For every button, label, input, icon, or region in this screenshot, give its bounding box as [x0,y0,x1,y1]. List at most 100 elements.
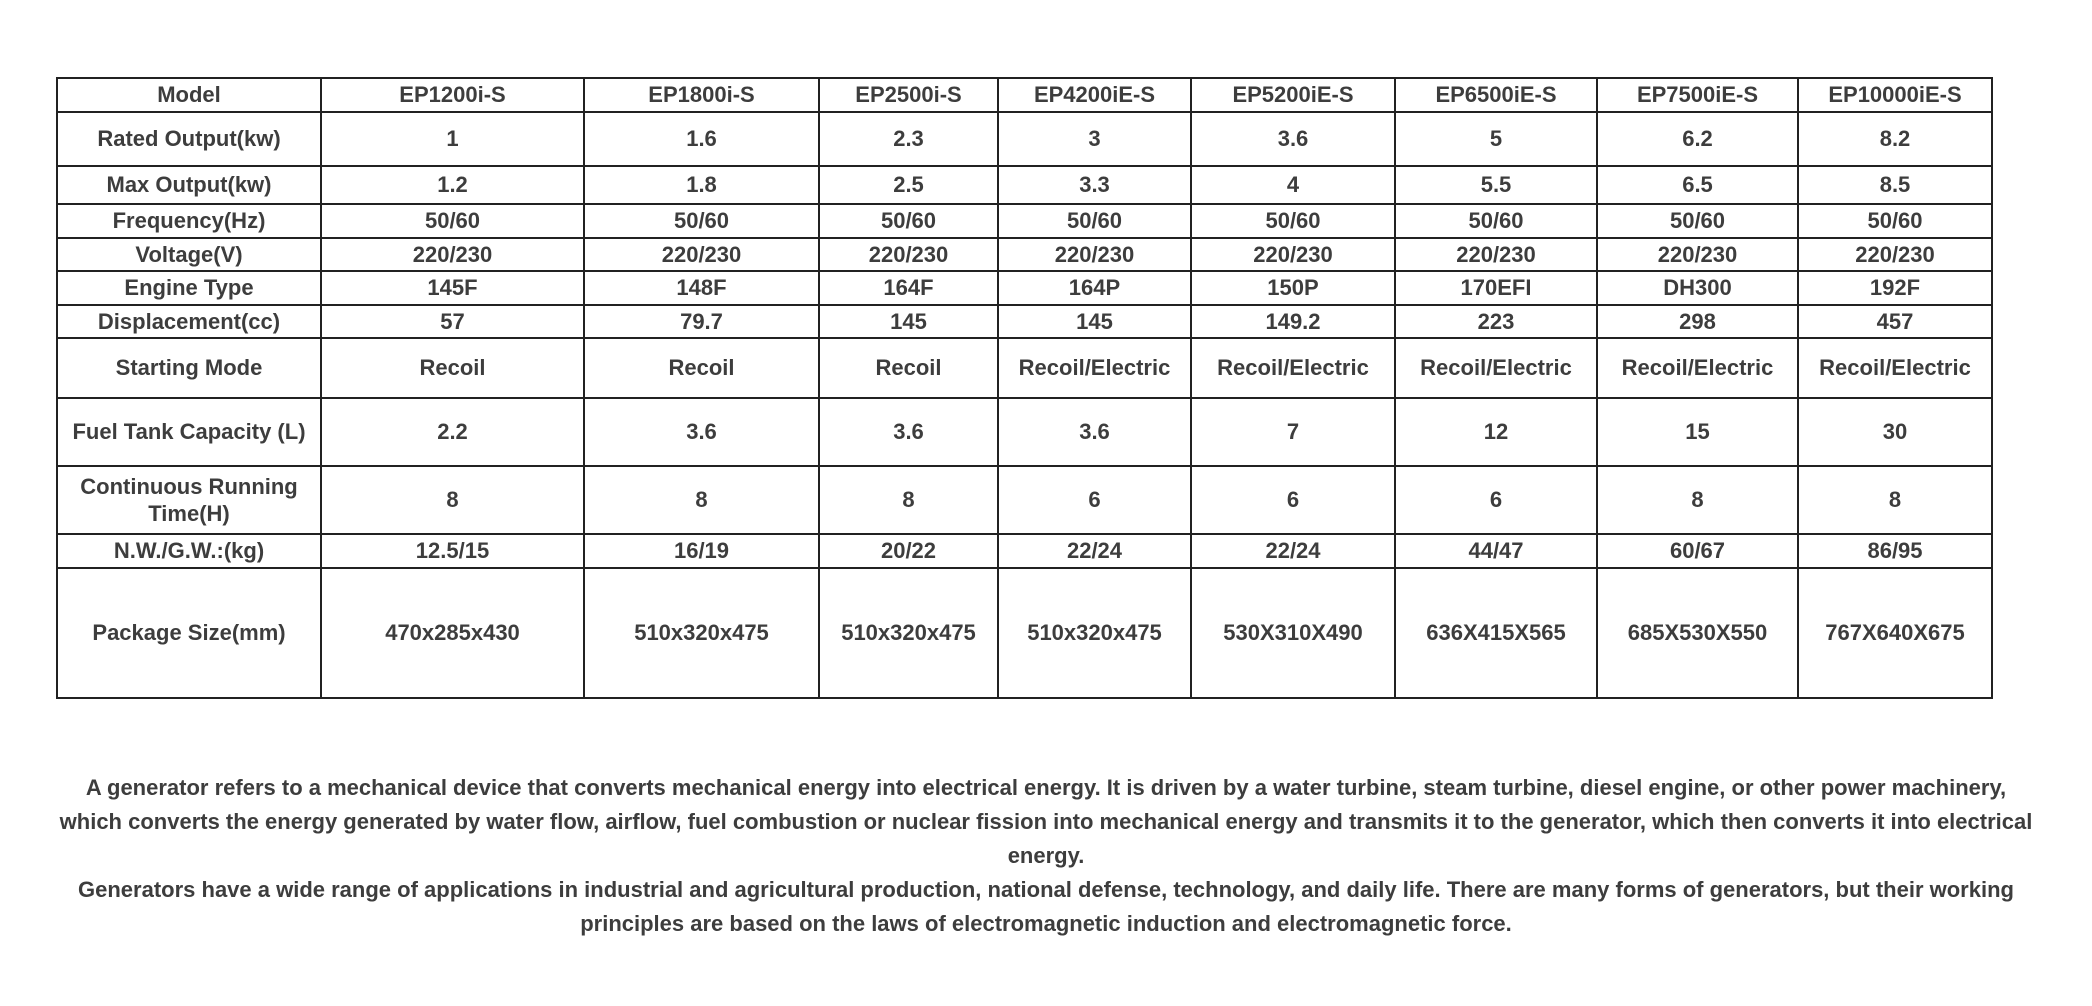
spec-cell-n-w-g-w-kg-ep1200i-s: 12.5/15 [320,533,585,569]
spec-row-package-size-mm: Package Size(mm) 470x285x430 510x320x475 51… [56,566,1993,699]
spec-cell-displacement-cc-ep10000ie-s: 457 [1797,303,1993,339]
spec-cell-rated-output-kw-ep7500ie-s: 6.2 [1596,111,1799,167]
header-row: Model EP1200i-S EP1800i-S EP2500i-S EP4200iE… [56,77,1993,113]
spec-cell-voltage-v-ep4200ie-s: 220/230 [997,236,1192,272]
spec-row-max-output-kw: Max Output(kw) 1.2 1.8 2.5 3.3 4 5.5 6.5 8.5 [56,165,1993,205]
spec-cell-voltage-v-ep5200ie-s: 220/230 [1190,236,1396,272]
spec-cell-fuel-tank-capacity-l-ep1200i-s: 2.2 [320,397,585,467]
spec-cell-engine-type-ep4200ie-s: 164P [997,270,1192,306]
spec-cell-n-w-g-w-kg-ep1800i-s: 16/19 [583,533,820,569]
spec-cell-package-size-mm-ep2500i-s: 510x320x475 [818,566,999,699]
spec-cell-frequency-hz-ep1200i-s: 50/60 [320,203,585,239]
spec-cell-starting-mode-ep2500i-s: Recoil [818,337,999,399]
spec-cell-n-w-g-w-kg-ep10000ie-s: 86/95 [1797,533,1993,569]
column-header-ep1800i-s: EP1800i-S [583,77,820,113]
spec-cell-max-output-kw-ep1800i-s: 1.8 [583,165,820,205]
spec-cell-displacement-cc-ep2500i-s: 145 [818,303,999,339]
column-header-ep1200i-s: EP1200i-S [320,77,585,113]
spec-cell-n-w-g-w-kg-ep4200ie-s: 22/24 [997,533,1192,569]
spec-cell-voltage-v-ep1800i-s: 220/230 [583,236,820,272]
spec-cell-voltage-v-ep2500i-s: 220/230 [818,236,999,272]
spec-row-continuous-running-time-h: Continuous Running Time(H) 8 8 8 6 6 6 8 8 [56,465,1993,535]
spec-cell-frequency-hz-ep1800i-s: 50/60 [583,203,820,239]
spec-cell-rated-output-kw-ep4200ie-s: 3 [997,111,1192,167]
spec-cell-continuous-running-time-h-ep2500i-s: 8 [818,465,999,535]
spec-cell-rated-output-kw-ep1200i-s: 1 [320,111,585,167]
spec-cell-continuous-running-time-h-ep5200ie-s: 6 [1190,465,1396,535]
spec-cell-frequency-hz-ep6500ie-s: 50/60 [1394,203,1598,239]
row-label-rated-output-kw: Rated Output(kw) [56,111,322,167]
spec-cell-voltage-v-ep6500ie-s: 220/230 [1394,236,1598,272]
product-description: A generator refers to a mechanical devic… [54,771,2039,941]
spec-cell-continuous-running-time-h-ep6500ie-s: 6 [1394,465,1598,535]
spec-cell-engine-type-ep6500ie-s: 170EFI [1394,270,1598,306]
row-label-max-output-kw: Max Output(kw) [56,165,322,205]
spec-row-n-w-g-w-kg: N.W./G.W.:(kg) 12.5/15 16/19 20/22 22/24 22/2… [56,533,1993,569]
row-label-starting-mode: Starting Mode [56,337,322,399]
spec-cell-displacement-cc-ep6500ie-s: 223 [1394,303,1598,339]
spec-cell-rated-output-kw-ep2500i-s: 2.3 [818,111,999,167]
column-header-ep2500i-s: EP2500i-S [818,77,999,113]
spec-cell-engine-type-ep7500ie-s: DH300 [1596,270,1799,306]
spec-cell-continuous-running-time-h-ep10000ie-s: 8 [1797,465,1993,535]
spec-cell-displacement-cc-ep1800i-s: 79.7 [583,303,820,339]
spec-cell-max-output-kw-ep10000ie-s: 8.5 [1797,165,1993,205]
spec-cell-frequency-hz-ep5200ie-s: 50/60 [1190,203,1396,239]
spec-cell-starting-mode-ep1800i-s: Recoil [583,337,820,399]
spec-cell-rated-output-kw-ep1800i-s: 1.6 [583,111,820,167]
spec-cell-frequency-hz-ep2500i-s: 50/60 [818,203,999,239]
spec-cell-fuel-tank-capacity-l-ep7500ie-s: 15 [1596,397,1799,467]
spec-cell-package-size-mm-ep1800i-s: 510x320x475 [583,566,820,699]
spec-cell-engine-type-ep5200ie-s: 150P [1190,270,1396,306]
spec-cell-fuel-tank-capacity-l-ep1800i-s: 3.6 [583,397,820,467]
spec-cell-max-output-kw-ep4200ie-s: 3.3 [997,165,1192,205]
row-label-fuel-tank-capacity-l: Fuel Tank Capacity (L) [56,397,322,467]
spec-cell-max-output-kw-ep1200i-s: 1.2 [320,165,585,205]
spec-cell-starting-mode-ep6500ie-s: Recoil/Electric [1394,337,1598,399]
row-label-frequency-hz: Frequency(Hz) [56,203,322,239]
row-label-package-size-mm: Package Size(mm) [56,566,322,699]
column-header-ep10000ie-s: EP10000iE-S [1797,77,1993,113]
spec-cell-fuel-tank-capacity-l-ep10000ie-s: 30 [1797,397,1993,467]
spec-cell-starting-mode-ep7500ie-s: Recoil/Electric [1596,337,1799,399]
spec-cell-max-output-kw-ep2500i-s: 2.5 [818,165,999,205]
spec-row-fuel-tank-capacity-l: Fuel Tank Capacity (L) 2.2 3.6 3.6 3.6 7 12 15 3… [56,397,1993,467]
spec-cell-starting-mode-ep1200i-s: Recoil [320,337,585,399]
spec-cell-package-size-mm-ep6500ie-s: 636X415X565 [1394,566,1598,699]
spec-cell-starting-mode-ep10000ie-s: Recoil/Electric [1797,337,1993,399]
spec-cell-rated-output-kw-ep6500ie-s: 5 [1394,111,1598,167]
generator-spec-table: Model EP1200i-S EP1800i-S EP2500i-S EP4200iE… [56,77,1993,699]
spec-row-voltage-v: Voltage(V) 220/230 220/230 220/230 220/230 22… [56,236,1993,272]
row-label-engine-type: Engine Type [56,270,322,306]
spec-table-body: Rated Output(kw) 1 1.6 2.3 3 3.6 5 6.2 8.2 Max Ou… [56,111,1993,699]
spec-row-starting-mode: Starting Mode Recoil Recoil Recoil Recoil/El… [56,337,1993,399]
spec-cell-displacement-cc-ep7500ie-s: 298 [1596,303,1799,339]
row-label-n-w-g-w-kg: N.W./G.W.:(kg) [56,533,322,569]
spec-cell-voltage-v-ep10000ie-s: 220/230 [1797,236,1993,272]
spec-cell-continuous-running-time-h-ep4200ie-s: 6 [997,465,1192,535]
spec-cell-engine-type-ep1200i-s: 145F [320,270,585,306]
spec-cell-frequency-hz-ep10000ie-s: 50/60 [1797,203,1993,239]
spec-cell-rated-output-kw-ep10000ie-s: 8.2 [1797,111,1993,167]
description-paragraph-1: A generator refers to a mechanical devic… [59,774,2033,868]
spec-cell-package-size-mm-ep7500ie-s: 685X530X550 [1596,566,1799,699]
spec-cell-displacement-cc-ep1200i-s: 57 [320,303,585,339]
spec-cell-n-w-g-w-kg-ep6500ie-s: 44/47 [1394,533,1598,569]
spec-cell-package-size-mm-ep10000ie-s: 767X640X675 [1797,566,1993,699]
spec-row-engine-type: Engine Type 145F 148F 164F 164P 150P 170EFI DH3… [56,270,1993,306]
spec-cell-max-output-kw-ep6500ie-s: 5.5 [1394,165,1598,205]
spec-cell-frequency-hz-ep7500ie-s: 50/60 [1596,203,1799,239]
spec-cell-starting-mode-ep5200ie-s: Recoil/Electric [1190,337,1396,399]
description-paragraph-2: Generators have a wide range of applicat… [78,876,2014,936]
column-header-ep7500ie-s: EP7500iE-S [1596,77,1799,113]
spec-cell-displacement-cc-ep4200ie-s: 145 [997,303,1192,339]
spec-cell-fuel-tank-capacity-l-ep5200ie-s: 7 [1190,397,1396,467]
column-header-ep5200ie-s: EP5200iE-S [1190,77,1396,113]
row-label-displacement-cc: Displacement(cc) [56,303,322,339]
spec-cell-fuel-tank-capacity-l-ep2500i-s: 3.6 [818,397,999,467]
spec-cell-max-output-kw-ep5200ie-s: 4 [1190,165,1396,205]
spec-cell-voltage-v-ep7500ie-s: 220/230 [1596,236,1799,272]
spec-cell-engine-type-ep1800i-s: 148F [583,270,820,306]
spec-cell-n-w-g-w-kg-ep2500i-s: 20/22 [818,533,999,569]
